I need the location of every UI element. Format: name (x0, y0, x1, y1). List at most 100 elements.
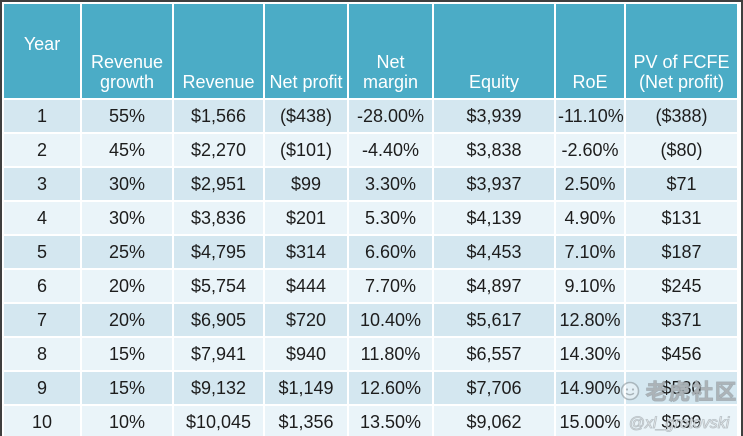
table-cell: 9 (4, 372, 80, 404)
table-row: 7 20% $6,905 $720 10.40% $5,617 12.80% $371 (4, 304, 737, 336)
column-header-pv-of-fcfe: PV of FCFE (Net profit) (626, 4, 737, 98)
table-row: 9 15% $9,132 $1,149 12.60% $7,706 14.90% $530 (4, 372, 737, 404)
table-cell: 5.30% (349, 202, 432, 234)
table-cell: $4,795 (174, 236, 263, 268)
column-header-revenue: Revenue (174, 4, 263, 98)
table-cell: 3 (4, 168, 80, 200)
table-cell: ($438) (265, 100, 347, 132)
table-row: 2 45% $2,270 ($101) -4.40% $3,838 -2.60% ($80) (4, 134, 737, 166)
table-cell: $5,754 (174, 270, 263, 302)
table-cell: 1 (4, 100, 80, 132)
table-row: 3 30% $2,951 $99 3.30% $3,937 2.50% $71 (4, 168, 737, 200)
table-row: 5 25% $4,795 $314 6.60% $4,453 7.10% $187 (4, 236, 737, 268)
column-header-roe: RoE (556, 4, 624, 98)
table-cell: 45% (82, 134, 172, 166)
table-cell: 14.90% (556, 372, 624, 404)
table-cell: 12.60% (349, 372, 432, 404)
table-row: 10 10% $10,045 $1,356 13.50% $9,062 15.00% $599 (4, 406, 737, 436)
table-cell: $1,566 (174, 100, 263, 132)
table-cell: $201 (265, 202, 347, 234)
table-cell: $3,836 (174, 202, 263, 234)
table-cell: $3,838 (434, 134, 554, 166)
table-cell: -4.40% (349, 134, 432, 166)
table-cell: 10 (4, 406, 80, 436)
table-row: 4 30% $3,836 $201 5.30% $4,139 4.90% $131 (4, 202, 737, 234)
table-cell: $1,356 (265, 406, 347, 436)
table-cell: $1,149 (265, 372, 347, 404)
table-row: 8 15% $7,941 $940 11.80% $6,557 14.30% $456 (4, 338, 737, 370)
table-cell: $371 (626, 304, 737, 336)
table-row: 6 20% $5,754 $444 7.70% $4,897 9.10% $245 (4, 270, 737, 302)
table-cell: 10% (82, 406, 172, 436)
table-cell: 10.40% (349, 304, 432, 336)
table-cell: ($388) (626, 100, 737, 132)
table-cell: 30% (82, 202, 172, 234)
table-cell: $4,139 (434, 202, 554, 234)
table-cell: 7.70% (349, 270, 432, 302)
table-cell: $7,941 (174, 338, 263, 370)
table-row: 1 55% $1,566 ($438) -28.00% $3,939 -11.10% ($38… (4, 100, 737, 132)
table-cell: $187 (626, 236, 737, 268)
table-cell: $940 (265, 338, 347, 370)
table-cell: 15.00% (556, 406, 624, 436)
table-cell: 4.90% (556, 202, 624, 234)
column-header-net-profit: Net profit (265, 4, 347, 98)
column-header-revenue-growth: Revenue growth (82, 4, 172, 98)
table-cell: 11.80% (349, 338, 432, 370)
table-cell: $6,905 (174, 304, 263, 336)
table-cell: $99 (265, 168, 347, 200)
header-row: Year Revenue growth Revenue Net profit N… (4, 4, 737, 98)
table-cell: $4,453 (434, 236, 554, 268)
table-cell: $7,706 (434, 372, 554, 404)
column-header-equity: Equity (434, 4, 554, 98)
table-cell: $2,951 (174, 168, 263, 200)
table-cell: -28.00% (349, 100, 432, 132)
table-cell: $530 (626, 372, 737, 404)
table-cell: 6.60% (349, 236, 432, 268)
table-cell: 14.30% (556, 338, 624, 370)
table-cell: 12.80% (556, 304, 624, 336)
table-cell: $3,937 (434, 168, 554, 200)
table-cell: $599 (626, 406, 737, 436)
table-cell: $5,617 (434, 304, 554, 336)
table-cell: $4,897 (434, 270, 554, 302)
table-cell: $245 (626, 270, 737, 302)
table-cell: $131 (626, 202, 737, 234)
table-cell: 8 (4, 338, 80, 370)
table-cell: -2.60% (556, 134, 624, 166)
table-cell: $6,557 (434, 338, 554, 370)
table-cell: -11.10% (556, 100, 624, 132)
table-cell: $456 (626, 338, 737, 370)
table-cell: ($80) (626, 134, 737, 166)
table-cell: $3,939 (434, 100, 554, 132)
table-cell: 6 (4, 270, 80, 302)
table-cell: 3.30% (349, 168, 432, 200)
table-cell: ($101) (265, 134, 347, 166)
table-cell: 2.50% (556, 168, 624, 200)
table-cell: 2 (4, 134, 80, 166)
table-cell: 25% (82, 236, 172, 268)
table-cell: $720 (265, 304, 347, 336)
column-header-year: Year (4, 4, 80, 98)
table-header: Year Revenue growth Revenue Net profit N… (4, 4, 737, 98)
table-cell: 15% (82, 372, 172, 404)
table-cell: 15% (82, 338, 172, 370)
table-cell: $10,045 (174, 406, 263, 436)
table-cell: $314 (265, 236, 347, 268)
table-cell: $9,062 (434, 406, 554, 436)
table-cell: 20% (82, 270, 172, 302)
table-cell: $71 (626, 168, 737, 200)
table-cell: 7 (4, 304, 80, 336)
table-body: 1 55% $1,566 ($438) -28.00% $3,939 -11.10% ($38… (4, 100, 737, 436)
table-cell: 30% (82, 168, 172, 200)
table-cell: 55% (82, 100, 172, 132)
table-cell: 9.10% (556, 270, 624, 302)
table-cell: 7.10% (556, 236, 624, 268)
column-header-net-margin: Net margin (349, 4, 432, 98)
table-cell: 20% (82, 304, 172, 336)
table-cell: 5 (4, 236, 80, 268)
table-cell: 13.50% (349, 406, 432, 436)
